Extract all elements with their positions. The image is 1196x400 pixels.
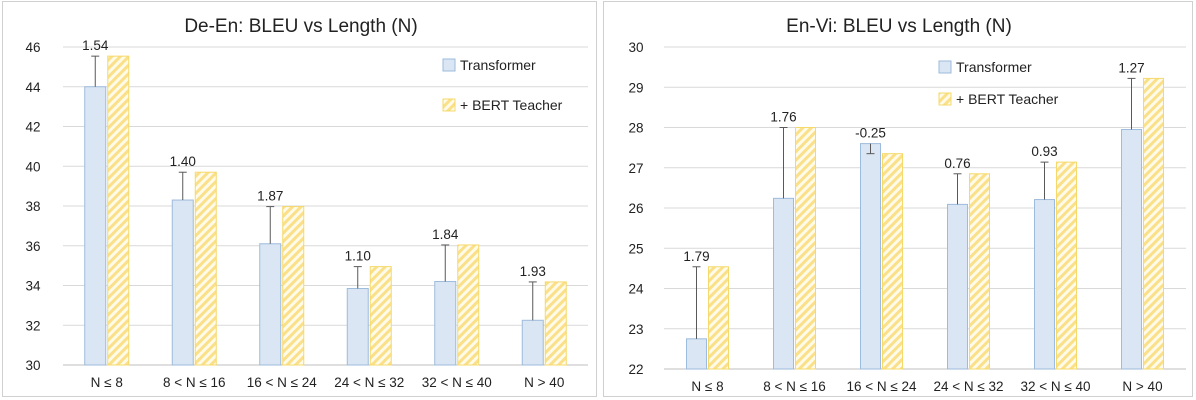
- bar-transformer: [84, 86, 107, 366]
- y-tick-label: 27: [628, 161, 643, 176]
- y-tick-label: 29: [628, 80, 643, 95]
- bar-bert-teacher: [1056, 161, 1077, 370]
- y-tick-label: 30: [25, 358, 40, 373]
- chart-title: En-Vi: BLEU vs Length (N): [786, 16, 1012, 37]
- bar-transformer: [346, 287, 369, 366]
- x-tick-label: 32 < N ≤ 40: [422, 375, 492, 390]
- data-label: 1.79: [683, 249, 709, 264]
- bar-bert-teacher: [882, 153, 903, 370]
- legend: Transformer + BERT Teacher: [938, 59, 1059, 107]
- legend-swatch-bert-teacher: [938, 92, 952, 106]
- data-label: 1.10: [345, 249, 371, 264]
- bar-transformer: [259, 243, 282, 366]
- x-tick-label: 8 < N ≤ 16: [163, 375, 226, 390]
- y-tick-label: 42: [25, 120, 40, 135]
- y-tick-label: 36: [25, 239, 40, 254]
- y-tick-label: 24: [628, 282, 644, 297]
- bar-bert-teacher: [544, 281, 567, 366]
- bar-bert-teacher: [795, 127, 816, 370]
- bar-bert-teacher: [457, 244, 480, 366]
- y-tick-label: 40: [25, 159, 40, 174]
- bar-transformer: [1121, 129, 1142, 370]
- bar-bert-teacher: [708, 266, 729, 370]
- bar-bert-teacher: [969, 173, 990, 370]
- data-label: 0.93: [1031, 144, 1057, 159]
- bar-transformer: [171, 199, 194, 366]
- bar-transformer: [434, 281, 457, 366]
- chart-panel-de-en: De-En: BLEU vs Length (N) 30 32 34 36 38 40 42…: [2, 1, 597, 397]
- legend-swatch-transformer: [938, 60, 952, 74]
- bar-transformer: [1034, 199, 1055, 370]
- data-label: 0.76: [944, 156, 970, 171]
- y-tick-label: 30: [628, 40, 643, 55]
- x-tick-label: N ≤ 8: [691, 379, 723, 394]
- bar-transformer: [686, 338, 707, 370]
- x-tick-label: 32 < N ≤ 40: [1020, 379, 1090, 394]
- bar-transformer: [773, 197, 794, 370]
- bar-bert-teacher: [369, 266, 392, 366]
- data-label: 1.84: [432, 227, 459, 242]
- legend-label: + BERT Teacher: [460, 97, 563, 113]
- chart-panel-en-vi: En-Vi: BLEU vs Length (N) 22 23 24 25 26 27 28…: [603, 1, 1193, 397]
- data-label: 1.40: [170, 154, 196, 169]
- y-tick-label: 46: [25, 40, 40, 55]
- y-tick-label: 38: [25, 199, 40, 214]
- data-label: 1.93: [520, 264, 546, 279]
- chart-de-en: De-En: BLEU vs Length (N) 30 32 34 36 38 40 42…: [25, 16, 588, 390]
- legend-label: + BERT Teacher: [956, 91, 1059, 107]
- x-tick-label: 16 < N ≤ 24: [846, 379, 917, 394]
- x-tick-label: N ≤ 8: [91, 375, 123, 390]
- data-label: 1.76: [770, 110, 796, 125]
- y-tick-label: 25: [628, 241, 643, 256]
- chart-title: De-En: BLEU vs Length (N): [184, 16, 417, 37]
- data-label: 1.27: [1118, 60, 1144, 75]
- y-tick-label: 28: [628, 121, 643, 136]
- data-label: 1.87: [257, 189, 283, 204]
- legend-label: Transformer: [956, 59, 1032, 75]
- legend: Transformer + BERT Teacher: [442, 57, 563, 113]
- legend-swatch-transformer: [442, 58, 456, 72]
- y-tick-label: 26: [628, 201, 643, 216]
- y-tick-label: 44: [25, 80, 41, 95]
- bar-transformer: [860, 143, 881, 370]
- x-tick-label: N > 40: [524, 375, 564, 390]
- chart-en-vi: En-Vi: BLEU vs Length (N) 22 23 24 25 26 27 28…: [628, 16, 1186, 394]
- bar-bert-teacher: [194, 171, 217, 366]
- y-tick-label: 23: [628, 322, 643, 337]
- bar-transformer: [947, 203, 968, 370]
- bar-bert-teacher: [282, 206, 305, 366]
- legend-label: Transformer: [460, 57, 536, 73]
- x-tick-label: 24 < N ≤ 32: [933, 379, 1003, 394]
- x-tick-label: 24 < N ≤ 32: [334, 375, 404, 390]
- x-tick-label: 16 < N ≤ 24: [247, 375, 318, 390]
- y-tick-label: 32: [25, 318, 40, 333]
- x-tick-label: 8 < N ≤ 16: [763, 379, 826, 394]
- legend-swatch-bert-teacher: [442, 98, 456, 112]
- y-tick-label: 34: [25, 279, 41, 294]
- data-label: 1.54: [82, 38, 109, 53]
- bar-bert-teacher: [1143, 77, 1164, 370]
- x-tick-label: N > 40: [1122, 379, 1162, 394]
- bar-transformer: [521, 319, 544, 366]
- data-label: -0.25: [855, 126, 886, 141]
- bar-bert-teacher: [107, 55, 130, 366]
- y-tick-label: 22: [628, 362, 643, 377]
